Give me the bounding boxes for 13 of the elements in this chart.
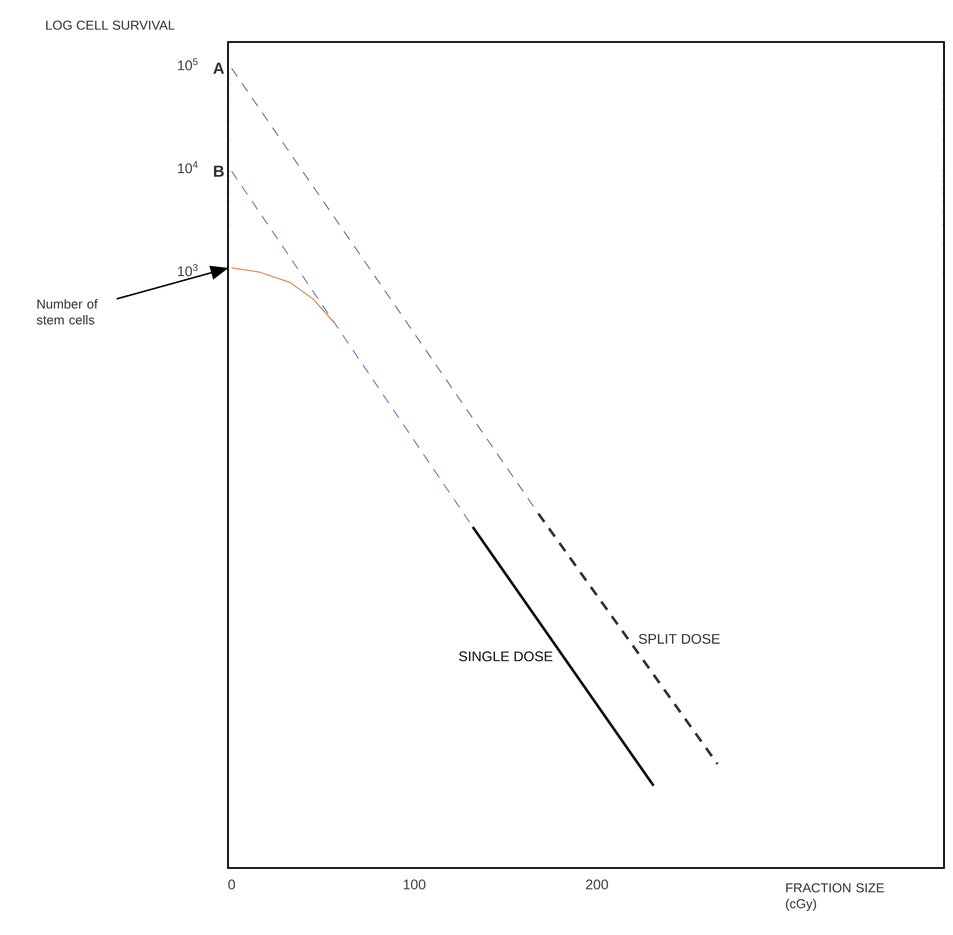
y-axis-title: LOG CELL SURVIVAL	[46, 20, 175, 30]
series-label: SPLIT DOSE	[638, 634, 720, 644]
y-tick-label: 10$^{5}$	[178, 58, 198, 70]
series-label: SINGLE DOSE	[459, 651, 552, 662]
annotation: B	[214, 166, 224, 177]
x-tick-label: 0	[228, 880, 235, 890]
y-tick-label: 10$^{3}$	[178, 264, 198, 276]
annotation: A	[213, 62, 224, 74]
text: Number of stem cells	[36, 299, 98, 325]
y-tick-label: 10$^{4}$	[178, 161, 198, 174]
x-tick-label: 100	[404, 880, 426, 890]
x-axis-title: FRACTION SIZE (cGy)	[786, 883, 884, 911]
x-tick-label: 200	[586, 880, 608, 890]
